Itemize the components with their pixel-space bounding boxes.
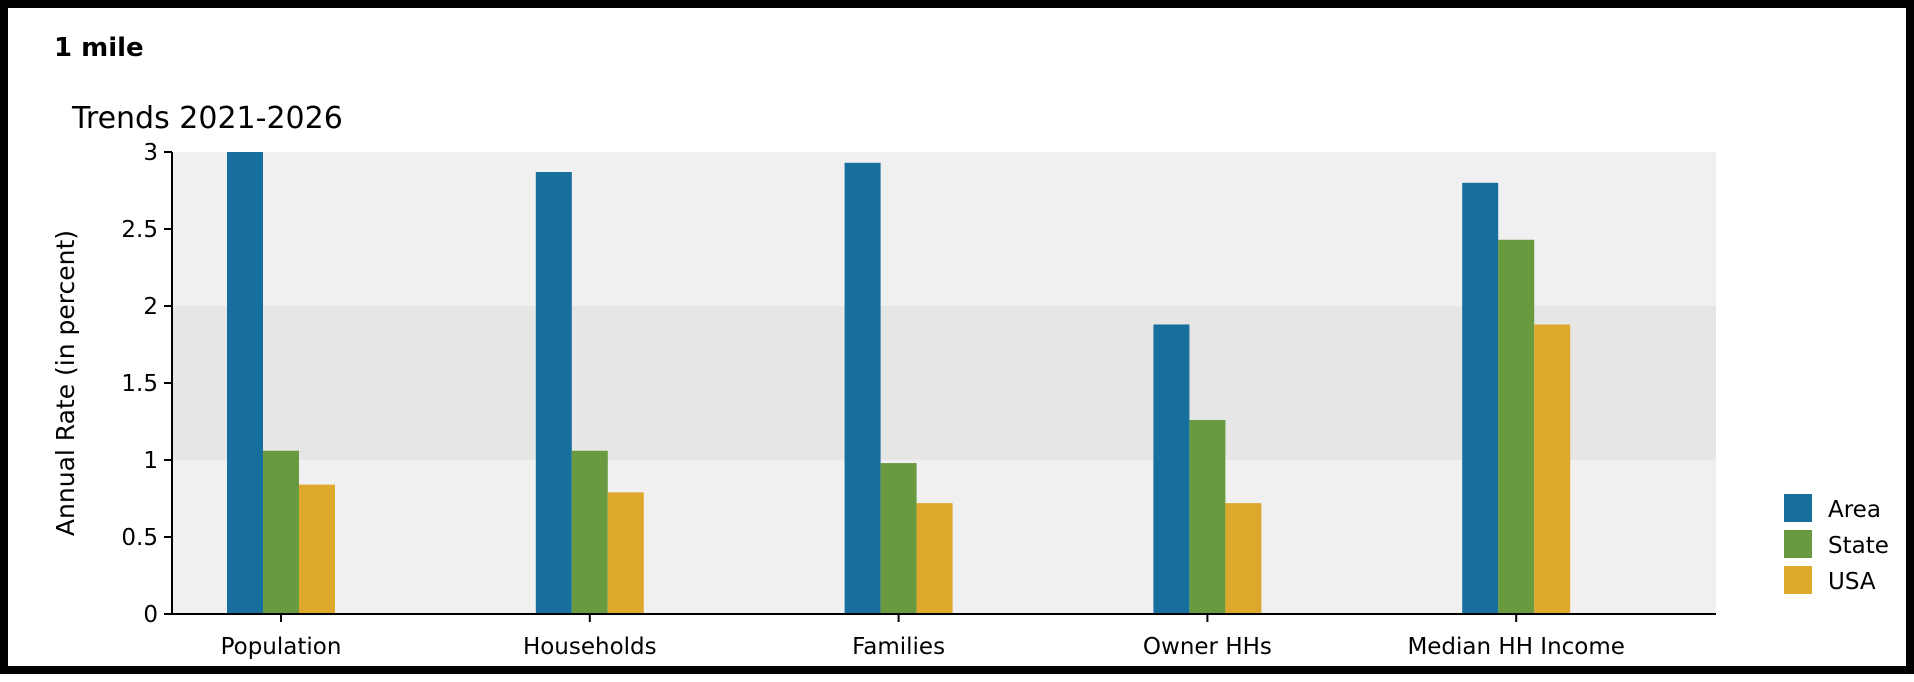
plot-background-bands [172,152,1716,614]
bar-state-1 [571,450,608,614]
bar-state-2 [880,463,917,614]
y-tick-label: 0 [143,602,158,628]
legend-label-state: State [1828,533,1889,559]
x-axis-ticks: Population Households Families Owner HHs Med… [221,614,1625,660]
y-tick-label: 0.5 [121,525,158,551]
plot-band [172,152,1716,306]
legend-swatch-usa [1784,566,1812,594]
bar-state-0 [263,450,299,614]
y-tick-label: 2.5 [121,217,158,243]
plot-band [172,306,1716,460]
chart-title: Trends 2021-2026 [71,101,343,136]
bar-usa-0 [299,484,335,614]
bar-usa-4 [1534,324,1571,614]
bar-state-3 [1189,419,1226,614]
y-axis-ticks: 0 0.5 1 1.5 2 2.5 3 [121,140,172,628]
bar-usa-1 [607,492,644,614]
x-tick-label: Households [523,634,657,660]
y-axis-title: Annual Rate (in percent) [51,230,80,536]
x-tick-label: Population [221,634,342,660]
x-tick-label: Families [852,634,945,660]
x-tick-label: Owner HHs [1143,634,1272,660]
bar-area-4 [1462,182,1499,615]
bar-area-1 [535,172,572,614]
legend-swatch-area [1784,494,1812,522]
bar-state-4 [1498,239,1535,614]
bar-marks [227,152,1571,615]
y-tick-label: 1 [143,448,158,474]
bar-area-3 [1153,324,1190,614]
y-tick-label: 1.5 [121,371,158,397]
legend: Area State USA [1784,494,1889,595]
legend-label-area: Area [1828,497,1881,523]
bar-chart: 0 0.5 1 1.5 2 2.5 3 Population Households Famili… [51,101,1889,660]
bar-area-2 [844,162,881,614]
x-tick-label: Median HH Income [1407,634,1625,660]
panel-heading: 1 mile [54,33,144,63]
bar-usa-3 [1225,503,1262,614]
legend-swatch-state [1784,530,1812,558]
bar-area-0 [227,152,263,614]
bar-usa-2 [916,503,953,614]
legend-label-usa: USA [1828,569,1876,595]
y-tick-label: 3 [143,140,158,166]
y-tick-label: 2 [143,294,158,320]
